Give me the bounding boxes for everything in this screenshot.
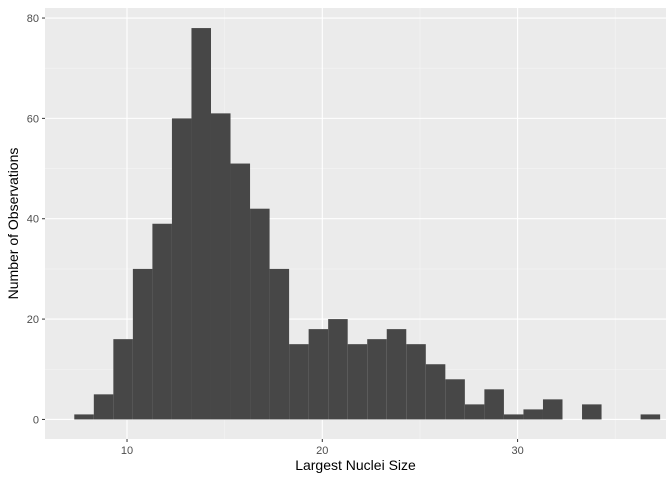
histogram-bar bbox=[152, 223, 172, 420]
histogram-bar bbox=[230, 163, 251, 420]
histogram-bar bbox=[484, 389, 504, 420]
histogram-bar bbox=[367, 339, 387, 420]
histogram-bar bbox=[328, 319, 348, 420]
histogram-bars bbox=[74, 28, 661, 420]
histogram-bar bbox=[464, 404, 485, 420]
histogram-bar bbox=[523, 409, 543, 420]
histogram-bar bbox=[386, 329, 407, 420]
histogram-bar bbox=[269, 268, 290, 420]
histogram-bar bbox=[93, 394, 114, 420]
x-tick-label: 20 bbox=[316, 445, 328, 457]
histogram-bar bbox=[210, 113, 231, 420]
histogram-bar bbox=[289, 344, 309, 420]
histogram-bar bbox=[191, 28, 211, 420]
histogram-bar bbox=[406, 344, 426, 420]
x-axis-title: Largest Nuclei Size bbox=[295, 457, 416, 473]
histogram-bar bbox=[445, 379, 465, 420]
histogram-bar bbox=[347, 344, 368, 420]
histogram-bar bbox=[640, 414, 661, 420]
histogram-bar bbox=[582, 404, 602, 420]
axis-ticks bbox=[42, 17, 519, 442]
y-tick-label: 0 bbox=[33, 414, 39, 426]
histogram-bar bbox=[171, 118, 192, 420]
y-tick-label: 40 bbox=[27, 214, 39, 226]
y-axis-tick-labels: 0 20 40 60 80 bbox=[27, 13, 39, 426]
histogram-bar bbox=[503, 414, 524, 420]
histogram-bar bbox=[132, 268, 153, 420]
histogram-bar bbox=[113, 339, 133, 420]
x-tick-label: 30 bbox=[511, 445, 523, 457]
x-axis-tick-labels: 10 20 30 bbox=[121, 445, 524, 457]
histogram-bar bbox=[74, 414, 94, 420]
histogram-bar bbox=[308, 329, 329, 420]
y-tick-label: 20 bbox=[27, 314, 39, 326]
y-tick-label: 60 bbox=[27, 113, 39, 125]
x-tick-label: 10 bbox=[121, 445, 133, 457]
y-axis-title: Number of Observations bbox=[5, 148, 21, 300]
histogram-bar bbox=[425, 364, 446, 420]
histogram-bar bbox=[250, 208, 270, 420]
histogram-bar bbox=[542, 399, 563, 420]
y-tick-label: 80 bbox=[27, 13, 39, 25]
